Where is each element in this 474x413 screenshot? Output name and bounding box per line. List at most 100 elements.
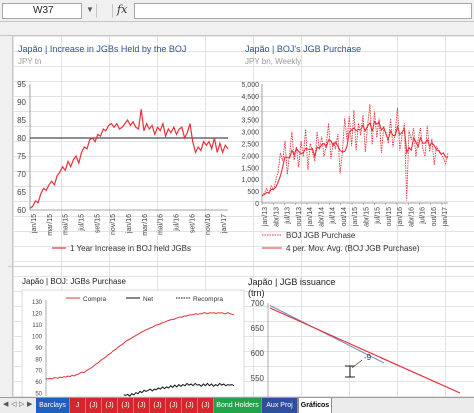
sheet-tab[interactable]: (J)	[166, 398, 182, 413]
cell-grid[interactable]	[13, 36, 474, 397]
sheet-tab[interactable]: (J)	[102, 398, 118, 413]
chart1-ytick-label: 95	[17, 80, 26, 89]
chart3-ytick-label: 130	[32, 300, 43, 306]
chart2-ytick-label: 1,500	[241, 165, 259, 172]
chart1-ytick-label: 60	[17, 206, 26, 215]
chart3-legend-label: Net	[143, 296, 153, 303]
chart4-series-line	[269, 307, 461, 394]
name-box-dropdown-icon[interactable]: ▼	[86, 5, 94, 14]
chart1-subtitle: JPY tn	[18, 57, 42, 66]
chart2-title: Japão | BOJ's JGB Purchase	[245, 44, 362, 54]
chart1-ytick-label: 85	[17, 116, 26, 125]
chart2-ytick-label: 2,000	[241, 153, 259, 160]
chart3-ytick-label: 60	[35, 380, 42, 386]
chart3-ytick-label: 110	[32, 323, 42, 329]
chart2-xtick-label: abr/13	[273, 207, 280, 227]
chart2-xtick-label: abr/14	[318, 207, 325, 227]
sheet-tab[interactable]: (J)	[198, 398, 214, 413]
name-box[interactable]: W37	[2, 3, 82, 19]
chart1-series-line	[29, 109, 229, 209]
formula-separator	[96, 4, 97, 18]
chart1-xtick-label: jul/16	[174, 214, 181, 232]
chart1-ytick-label: 90	[17, 98, 26, 107]
chart2-legend-label-dotted: BOJ JGB Purchase	[286, 231, 356, 240]
sheet-tab[interactable]: (J)	[118, 398, 134, 413]
chart1-xtick-label: mai/16	[158, 214, 165, 235]
chart4-ytick-label: 700	[251, 299, 265, 308]
chart2-legend-label-avg: 4 per. Mov. Avg. (BOJ JGB Purchase)	[286, 244, 420, 253]
chart2-xtick-label: jul/16	[420, 207, 427, 225]
chart2-xtick-label: jan/16	[397, 207, 404, 227]
chart2-xtick-label: out/14	[341, 207, 348, 227]
formula-input[interactable]	[134, 3, 472, 19]
chart2-xtick-label: out/13	[296, 207, 303, 227]
chart4-annotation-label: -9	[364, 353, 372, 362]
chart1-ytick-label: 65	[17, 188, 26, 197]
chart2-xtick-label: abr/15	[363, 207, 370, 227]
chart3-ytick-label: 80	[35, 357, 42, 363]
chart-row-divider	[8, 266, 474, 267]
prev-sheet-icon[interactable]: ◁	[11, 401, 17, 408]
sheet-tab[interactable]: Gráficos	[298, 398, 332, 413]
chart1-ytick-label: 80	[17, 134, 26, 143]
chart3-ytick-label: 120	[32, 312, 43, 318]
chart3-ytick-label: 100	[32, 334, 43, 340]
sheet-tab[interactable]: (J)	[182, 398, 198, 413]
chart3-legend-label: Recompra	[193, 296, 223, 303]
chart3-series-line	[46, 312, 235, 380]
chart2-ytick-label: 2,500	[241, 142, 259, 149]
chart2-xtick-label: jan/14	[307, 207, 314, 227]
chart3-series-line	[123, 382, 235, 397]
sheet-tab[interactable]: Barclays	[36, 398, 70, 413]
row-headers[interactable]	[0, 36, 13, 397]
sheet-tab[interactable]: Bond Holders	[214, 398, 262, 413]
sheet-tab[interactable]: (J)	[150, 398, 166, 413]
sheet-tab-bar: ◀ ◁ ▷ ▶ Barclays J (J) (J) (J) (J) (J) (J) (J) (J…	[0, 397, 474, 413]
sheet-tab[interactable]: Aux Proj	[262, 398, 298, 413]
chart1-xtick-label: jan/16	[126, 214, 133, 234]
chart2-ytick-label: 5,000	[241, 82, 259, 89]
next-sheet-icon[interactable]: ▷	[19, 401, 25, 408]
chart1-xtick-label: nov/16	[205, 214, 212, 235]
sheet-tab[interactable]: J	[70, 398, 86, 413]
chart2-xtick-label: jan/17	[442, 207, 449, 227]
first-sheet-icon[interactable]: ◀	[3, 401, 9, 408]
chart2-xtick-label: abr/16	[408, 207, 415, 227]
chart2-xtick-label: out/15	[386, 207, 393, 227]
chart1-ytick-label: 75	[17, 152, 26, 161]
insert-function-icon[interactable]: fx	[117, 3, 128, 16]
sheet-tab[interactable]: (J)	[134, 398, 150, 413]
last-sheet-icon[interactable]: ▶	[27, 401, 33, 408]
chart4-series-line	[269, 305, 385, 364]
chart3-ytick-label: 50	[35, 392, 42, 398]
chart4-subtitle: (trn)	[248, 288, 265, 298]
chart1-xtick-label: mar/15	[47, 214, 54, 236]
column-headers[interactable]	[0, 22, 474, 36]
chart3-title: Japão | BOJ: JGBs Purchase	[22, 277, 126, 286]
chart1-legend-label: 1 Year Increase in BOJ held JGBs	[70, 244, 191, 253]
chart2-xtick-label: jul/13	[285, 207, 292, 225]
chart4-ytick-label: 600	[251, 349, 265, 358]
chart1-xtick-label: jul/15	[79, 214, 86, 232]
chart3-legend-label: Compra	[83, 296, 107, 303]
chart2-series-avg	[261, 120, 448, 197]
chart4-ytick-label: 650	[251, 324, 265, 333]
chart2-ytick-label: 500	[247, 189, 259, 196]
formula-bar: W37 ▼ fx	[0, 0, 474, 22]
sheet-tab[interactable]: (J)	[86, 398, 102, 413]
chart2-xtick-label: out/16	[431, 207, 438, 227]
chart1-xtick-label: mai/15	[63, 214, 70, 235]
chart2-xtick-label: jul/14	[330, 207, 337, 225]
chart1-xtick-label: jan/17	[221, 214, 228, 234]
chart2-ytick-label: 4,500	[241, 94, 259, 101]
chart1-xtick-label: set/16	[189, 214, 196, 233]
chart2-ytick-label: 1,000	[241, 177, 259, 184]
chart2-xtick-label: jan/13	[262, 207, 269, 227]
chart2-ytick-label: 3,500	[241, 118, 259, 125]
chart2-ytick-label: 4,000	[241, 106, 259, 113]
